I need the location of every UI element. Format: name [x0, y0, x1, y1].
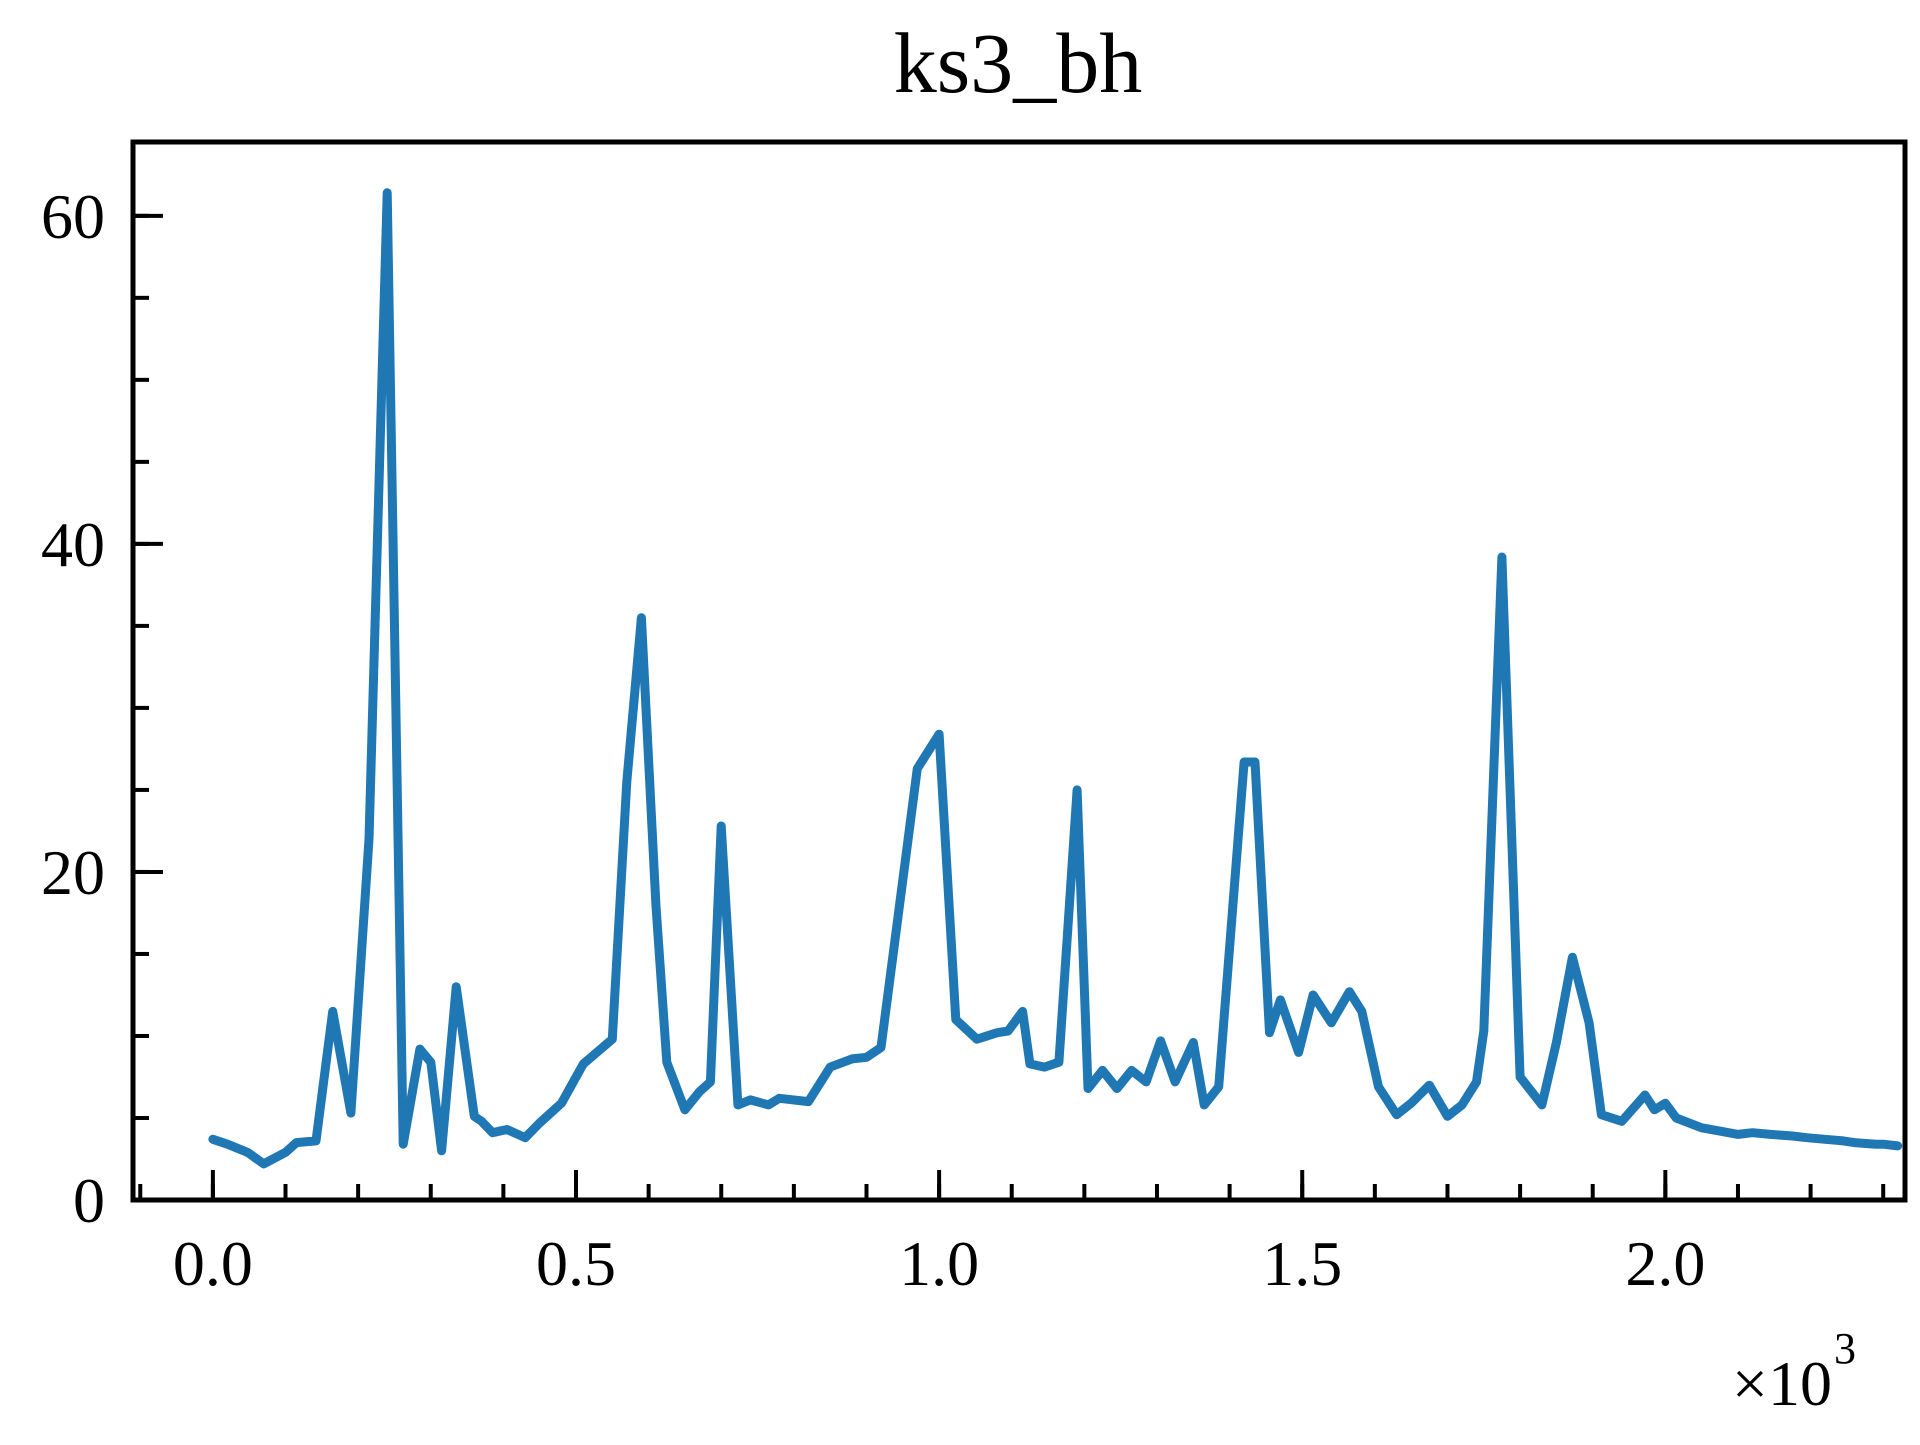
- x-offset-label: ×10 3: [1732, 1324, 1856, 1419]
- y-tick-label: 60: [41, 181, 105, 252]
- chart-title: ks3_bh: [894, 15, 1142, 111]
- tick-labels: 0.0 0.5 1.0 1.5 2.0 0 20 40 60: [41, 181, 1705, 1299]
- x-tick-label: 0.0: [173, 1228, 253, 1299]
- x-tick-label: 1.0: [899, 1228, 979, 1299]
- series-layer: [208, 188, 1903, 1169]
- y-tick-label: 0: [73, 1165, 105, 1236]
- plot-frame: [130, 139, 1908, 1203]
- y-tick-label: 20: [41, 837, 105, 908]
- axis-ticks: [133, 213, 1886, 1202]
- x-tick-label: 1.5: [1262, 1228, 1342, 1299]
- x-offset-base: ×10: [1732, 1348, 1832, 1419]
- x-tick-label: 0.5: [536, 1228, 616, 1299]
- y-tick-label: 40: [41, 509, 105, 580]
- x-tick-label: 2.0: [1625, 1228, 1705, 1299]
- series-line: [208, 188, 1903, 1169]
- x-offset-exponent: 3: [1834, 1324, 1856, 1373]
